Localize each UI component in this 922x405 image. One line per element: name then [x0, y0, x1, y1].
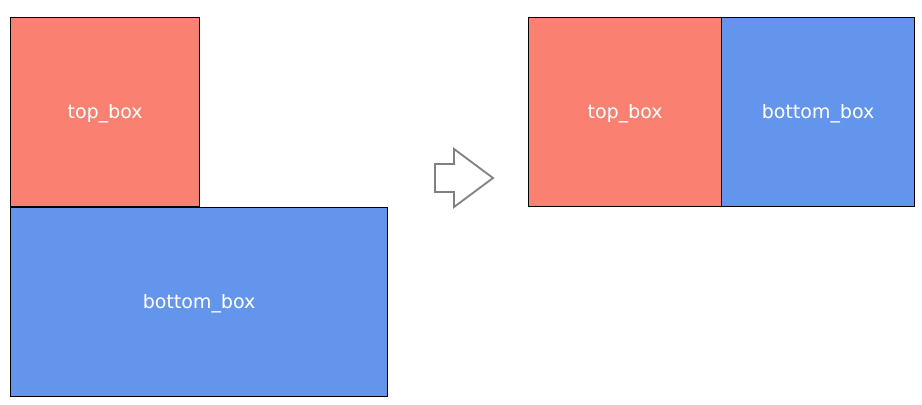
after-top-box: top_box	[528, 17, 722, 207]
after-bottom-box-label: bottom_box	[761, 101, 875, 123]
after-bottom-box: bottom_box	[721, 17, 915, 207]
right-arrow-icon	[434, 147, 495, 209]
before-bottom-box-label: bottom_box	[142, 291, 256, 313]
before-top-box: top_box	[10, 17, 200, 207]
after-top-box-label: top_box	[587, 101, 663, 123]
before-top-box-label: top_box	[67, 101, 143, 123]
before-bottom-box: bottom_box	[10, 207, 388, 397]
